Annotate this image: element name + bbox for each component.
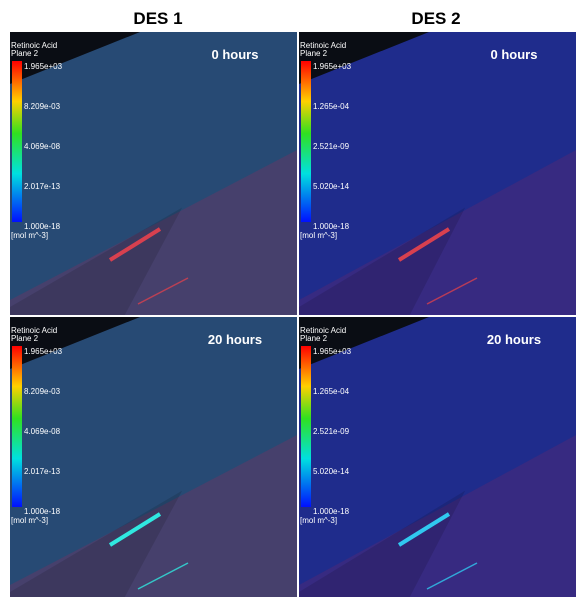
time-label: 20 hours	[487, 332, 541, 347]
legend-label: 2.017e-13	[24, 467, 61, 476]
legend-subtitle: Plane 2	[300, 49, 328, 58]
legend-label: 2.521e-09	[313, 142, 350, 151]
legend-label: 8.209e-03	[24, 102, 61, 111]
legend-subtitle: Plane 2	[11, 49, 39, 58]
color-bar	[301, 61, 311, 222]
legend-label: 1.265e-04	[313, 387, 350, 396]
legend-label: 4.069e-08	[24, 142, 61, 151]
legend-unit: [mol m^-3]	[11, 231, 48, 240]
color-bar	[12, 61, 22, 222]
legend-unit: [mol m^-3]	[300, 231, 337, 240]
legend-subtitle: Plane 2	[300, 334, 328, 343]
time-label: 0 hours	[491, 47, 538, 62]
column-title: DES 2	[411, 9, 460, 28]
legend-label: 8.209e-03	[24, 387, 61, 396]
legend-label: 4.069e-08	[24, 427, 61, 436]
legend-unit: [mol m^-3]	[11, 516, 48, 525]
legend-label: 1.965e+03	[24, 347, 63, 356]
legend-label: 1.965e+03	[24, 62, 63, 71]
legend-label: 2.017e-13	[24, 182, 61, 191]
legend-label: 1.000e-18	[313, 222, 350, 231]
legend-label: 1.000e-18	[313, 507, 350, 516]
color-bar	[301, 346, 311, 507]
legend-label: 2.521e-09	[313, 427, 350, 436]
legend-label: 5.020e-14	[313, 467, 350, 476]
time-label: 20 hours	[208, 332, 262, 347]
page: DES 1 DES 2 Retinoic AcidPlane 21.965e+0…	[0, 0, 576, 597]
column-title: DES 1	[133, 9, 182, 28]
legend-label: 1.965e+03	[313, 347, 352, 356]
legend-label: 5.020e-14	[313, 182, 350, 191]
legend-label: 1.000e-18	[24, 222, 61, 231]
color-bar	[12, 346, 22, 507]
legend-label: 1.000e-18	[24, 507, 61, 516]
legend-subtitle: Plane 2	[11, 334, 39, 343]
legend-label: 1.265e-04	[313, 102, 350, 111]
time-label: 0 hours	[212, 47, 259, 62]
legend-unit: [mol m^-3]	[300, 516, 337, 525]
legend-label: 1.965e+03	[313, 62, 352, 71]
figure: DES 1 DES 2 Retinoic AcidPlane 21.965e+0…	[0, 0, 576, 597]
